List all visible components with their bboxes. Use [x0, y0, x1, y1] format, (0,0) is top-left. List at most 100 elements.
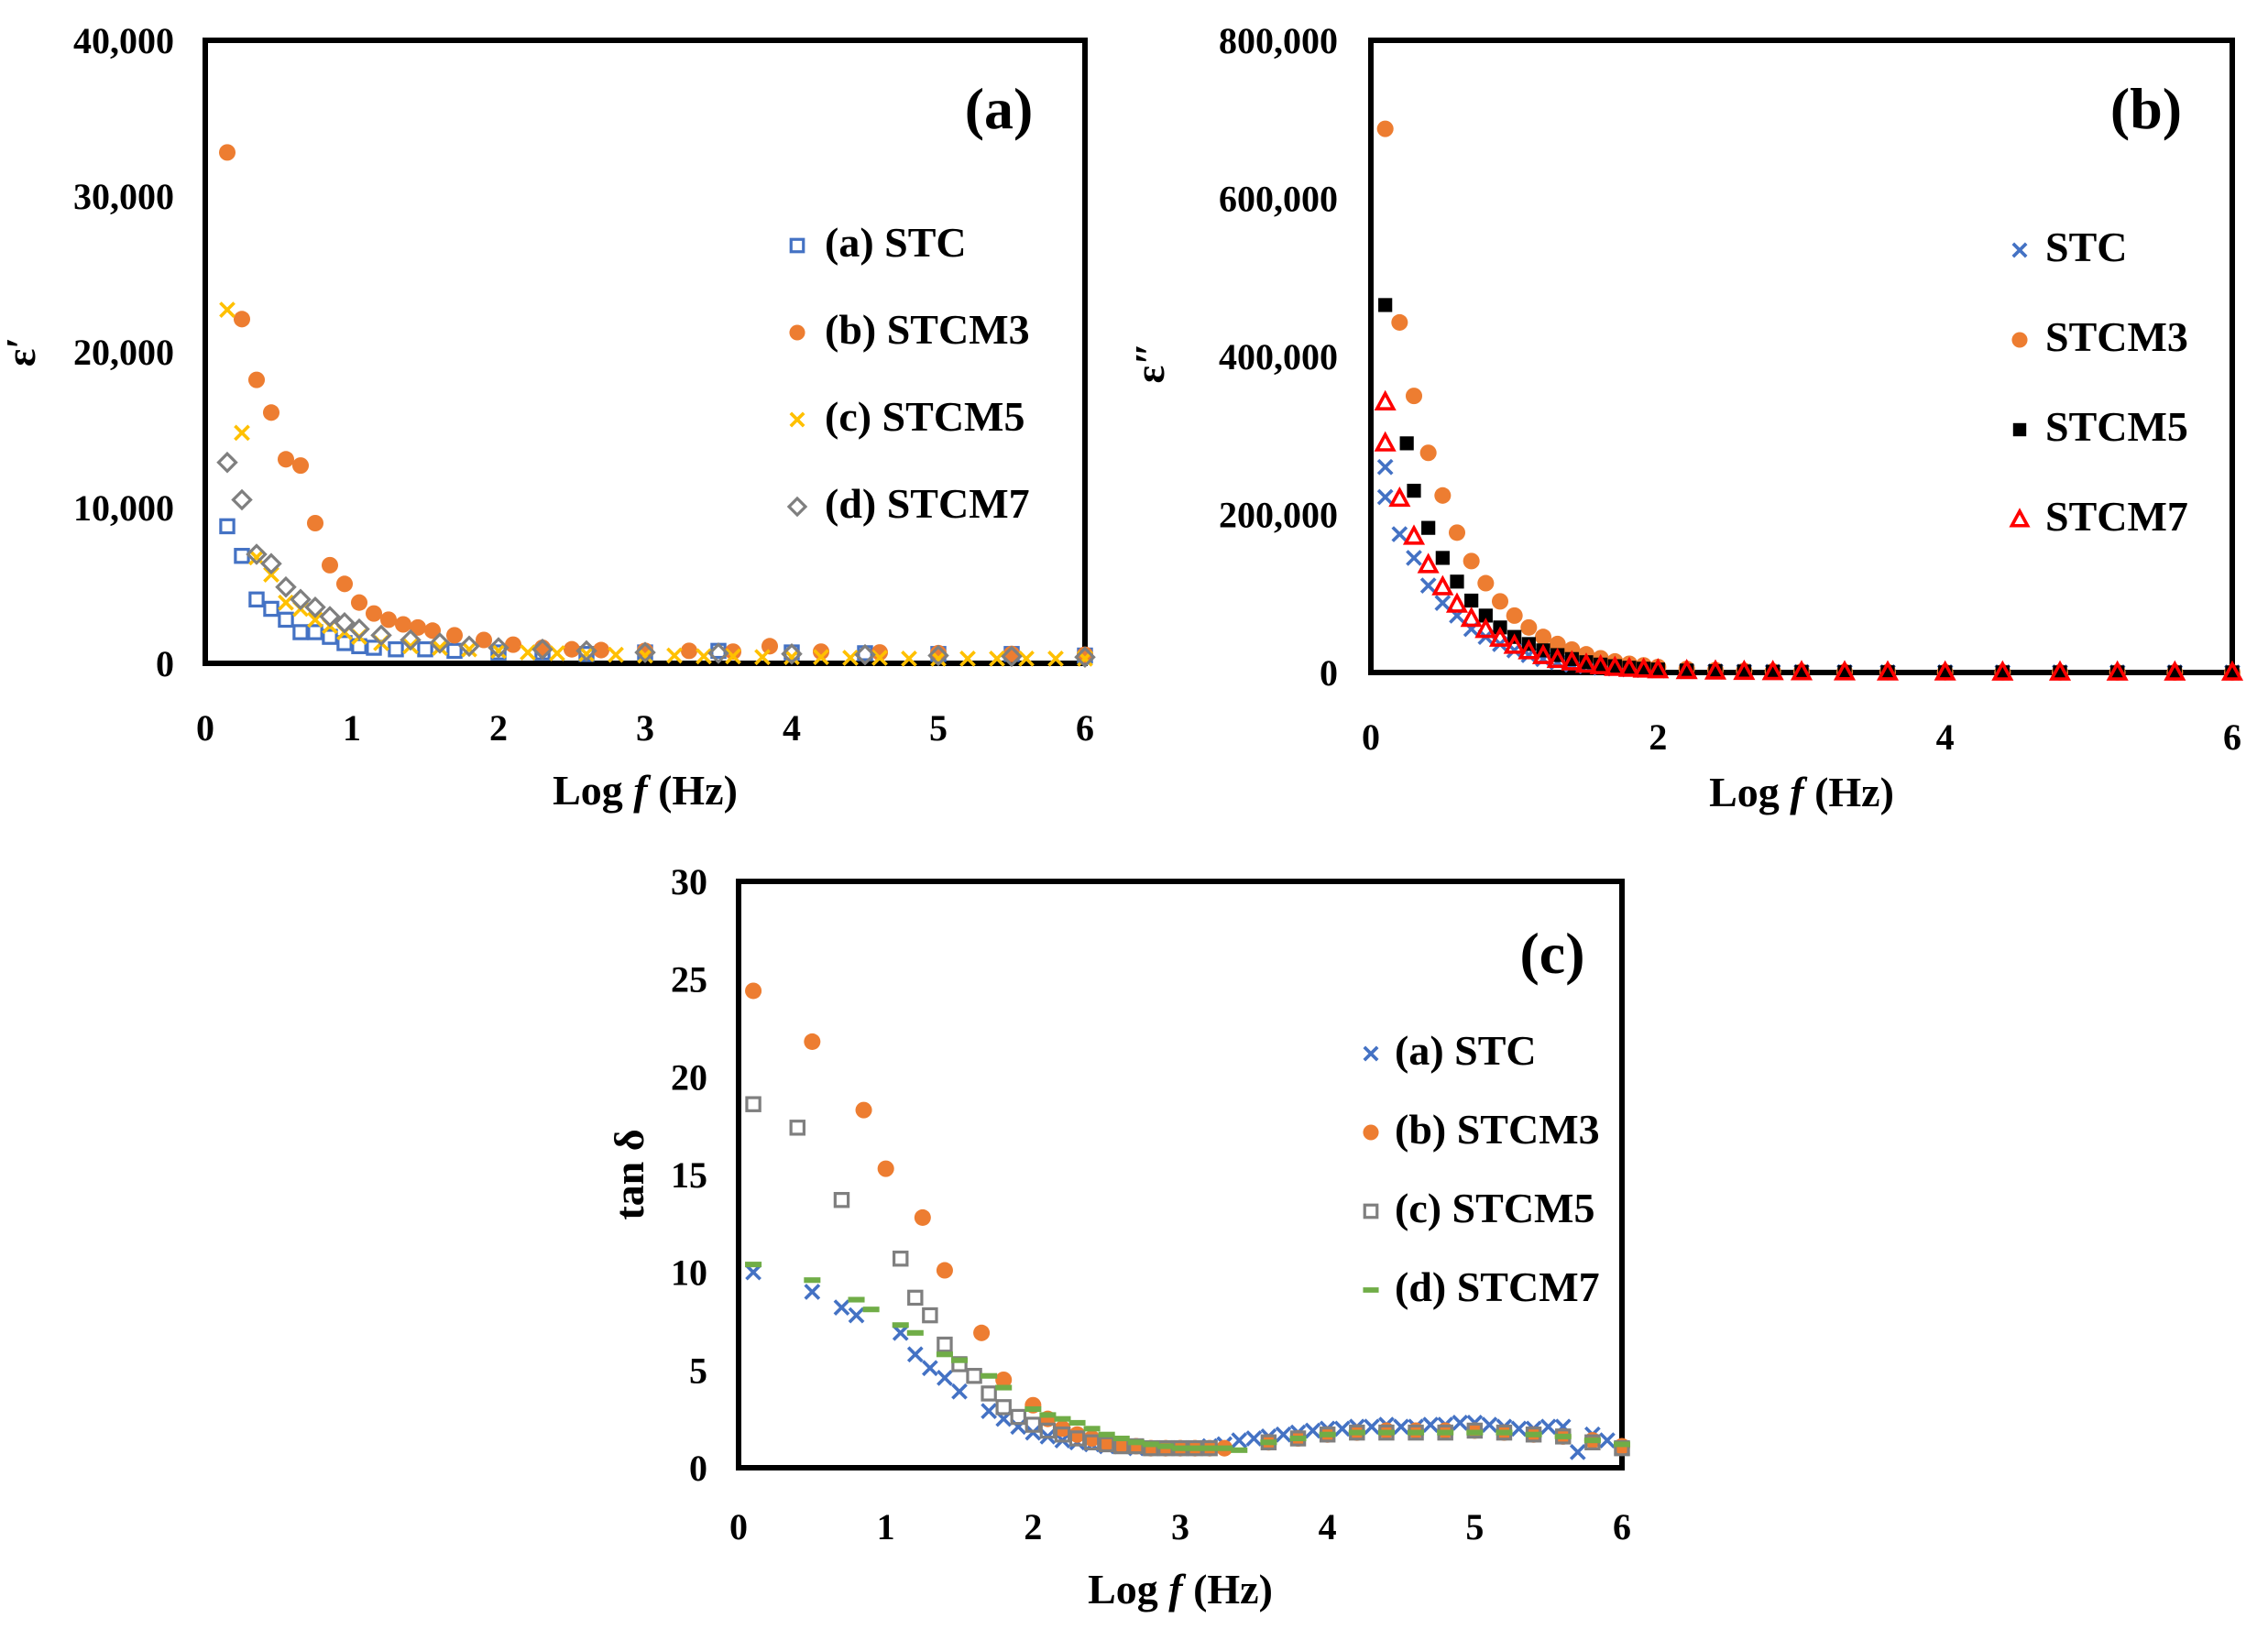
data-point-b-s2-9: [1491, 593, 1509, 610]
x-tick-label: 6: [1613, 1506, 1631, 1547]
data-point-b-s2-12: [1534, 629, 1552, 646]
data-point-a-s3-4: [263, 566, 279, 583]
y-tick-label: 20: [671, 1056, 707, 1098]
x-tick-label: 4: [783, 707, 801, 749]
data-point-c-s4-22: [1187, 1445, 1204, 1451]
data-point-a-s3-32: [989, 651, 1005, 667]
legend-marker-3: [789, 411, 805, 428]
data-point-c-s3-10: [981, 1385, 997, 1402]
data-point-c-s4-9: [981, 1372, 998, 1379]
data-point-a-s4-11: [370, 624, 392, 647]
data-point-c-s3-12: [1010, 1408, 1026, 1426]
data-point-a-s2-25: [761, 638, 779, 655]
data-point-c-s1-6: [906, 1346, 924, 1363]
data-point-a-s1-4: [263, 600, 279, 618]
data-point-c-s4-21: [1171, 1445, 1189, 1451]
legend-marker-3: [1363, 1203, 1379, 1219]
data-point-a-s4-15: [488, 637, 509, 659]
chart-panel-c: 0 1 2 3 4 5 6 0 5 10 15 20 25 30 Log f (Hz) tan δ (c) (a)…: [606, 861, 1631, 1613]
data-points: [216, 144, 1096, 668]
data-point-c-s1-34: [1333, 1420, 1351, 1438]
data-point-a-s3-34: [1047, 651, 1064, 667]
data-point-a-s3-1: [219, 301, 236, 318]
data-point-b-s4-25: [1761, 660, 1784, 681]
data-point-a-s2-5: [277, 451, 295, 468]
data-point-b-s2-6: [1448, 524, 1466, 541]
data-point-a-s3-15: [490, 642, 507, 660]
data-point-c-s4-19: [1142, 1441, 1159, 1448]
data-point-c-s4-6: [906, 1329, 924, 1336]
data-point-a-s2-6: [291, 457, 310, 475]
x-tick-label: 5: [1465, 1506, 1484, 1547]
x-tick-label: 0: [196, 707, 214, 749]
data-point-b-s3-2: [1399, 436, 1414, 451]
data-point-a-s4-7: [304, 596, 326, 618]
data-points: [1374, 120, 2244, 681]
data-point-c-s1-3: [833, 1299, 850, 1316]
data-point-a-s2-27: [871, 644, 889, 661]
y-tick-label: 30: [671, 861, 707, 902]
y-tick-label: 0: [689, 1448, 707, 1489]
data-point-b-s4-17: [1589, 653, 1612, 675]
data-point-a-s1-8: [322, 629, 338, 645]
data-point-a-s2-2: [233, 311, 251, 328]
data-point-c-s1-36: [1363, 1418, 1380, 1436]
data-point-b-s4-20: [1632, 657, 1655, 678]
data-point-b-s1-3: [1391, 526, 1408, 542]
legend-label-1: (a) STC: [1395, 1027, 1537, 1074]
data-point-b-s4-32: [2106, 660, 2129, 681]
data-point-c-s4-5: [892, 1322, 909, 1328]
data-point-a-s4-12: [400, 629, 422, 651]
data-point-b-s3-4: [1421, 520, 1436, 535]
data-point-c-s1-9: [951, 1383, 968, 1400]
data-point-b-s4-9: [1474, 618, 1497, 639]
data-point-b-s4-15: [1561, 650, 1583, 671]
legend: (a) STC (b) STCM3 (c) STCM5 (d) STCM7: [786, 219, 1030, 527]
data-point-a-s4-18: [634, 641, 656, 663]
data-point-a-s2-17: [475, 631, 493, 649]
y-axis-title: ε″: [1126, 342, 1173, 383]
data-point-a-s3-18: [578, 645, 595, 662]
data-point-c-s1-7: [921, 1360, 938, 1377]
data-point-a-s2-20: [563, 640, 581, 658]
data-point-c-s3-5: [907, 1289, 924, 1306]
y-tick-label: 25: [671, 959, 707, 1000]
x-tick-label: 0: [1362, 716, 1380, 758]
data-point-c-s4-13: [1054, 1416, 1071, 1422]
legend-label-1: STC: [2045, 224, 2127, 270]
data-point-c-s3-7: [937, 1336, 953, 1353]
data-point-b-s4-8: [1460, 607, 1483, 628]
data-point-c-s1-40: [1422, 1416, 1440, 1433]
data-point-b-s1-4: [1406, 550, 1422, 566]
data-point-a-s3-31: [959, 651, 976, 667]
legend-marker-3: [2012, 422, 2027, 437]
plot-frame: [736, 879, 1625, 1470]
legend-marker-4: [786, 496, 808, 518]
legend-label-3: (c) STCM5: [1395, 1185, 1594, 1231]
data-point-b-s4-1: [1374, 389, 1397, 410]
y-tick-label: 0: [1320, 652, 1338, 694]
data-point-c-s3-4: [893, 1251, 909, 1267]
data-point-a-s2-7: [306, 514, 324, 532]
data-point-b-s4-31: [2048, 660, 2072, 681]
data-point-c-s4-25: [1231, 1447, 1248, 1453]
data-point-c-s3-17: [1083, 1434, 1101, 1450]
data-point-c-s4-36: [1554, 1433, 1572, 1439]
y-tick-label: 200,000: [1219, 495, 1338, 536]
data-point-c-s2-1: [745, 982, 762, 1000]
data-point-b-s4-13: [1531, 643, 1555, 664]
data-point-c-s1-32: [1304, 1422, 1321, 1439]
chart-panel-b: 0 2 4 6 0 200,000 400,000 600,000 800,000 Log f (…: [1126, 20, 2244, 815]
data-point-a-s4-16: [531, 638, 553, 661]
data-point-c-s1-5: [892, 1324, 909, 1341]
data-point-c-s4-38: [1613, 1441, 1631, 1448]
data-point-b-s4-5: [1417, 552, 1440, 574]
x-tick-label: 2: [1649, 716, 1667, 758]
x-tick-label: 1: [877, 1506, 895, 1547]
data-point-a-s4-1: [216, 451, 238, 474]
legend-label-2: (b) STCM3: [1395, 1106, 1600, 1153]
data-point-b-s1-1: [1376, 458, 1394, 476]
data-point-b-s2-2: [1391, 313, 1408, 331]
data-point-c-s2-6: [936, 1262, 953, 1279]
y-axis-title: ε′: [0, 337, 44, 367]
